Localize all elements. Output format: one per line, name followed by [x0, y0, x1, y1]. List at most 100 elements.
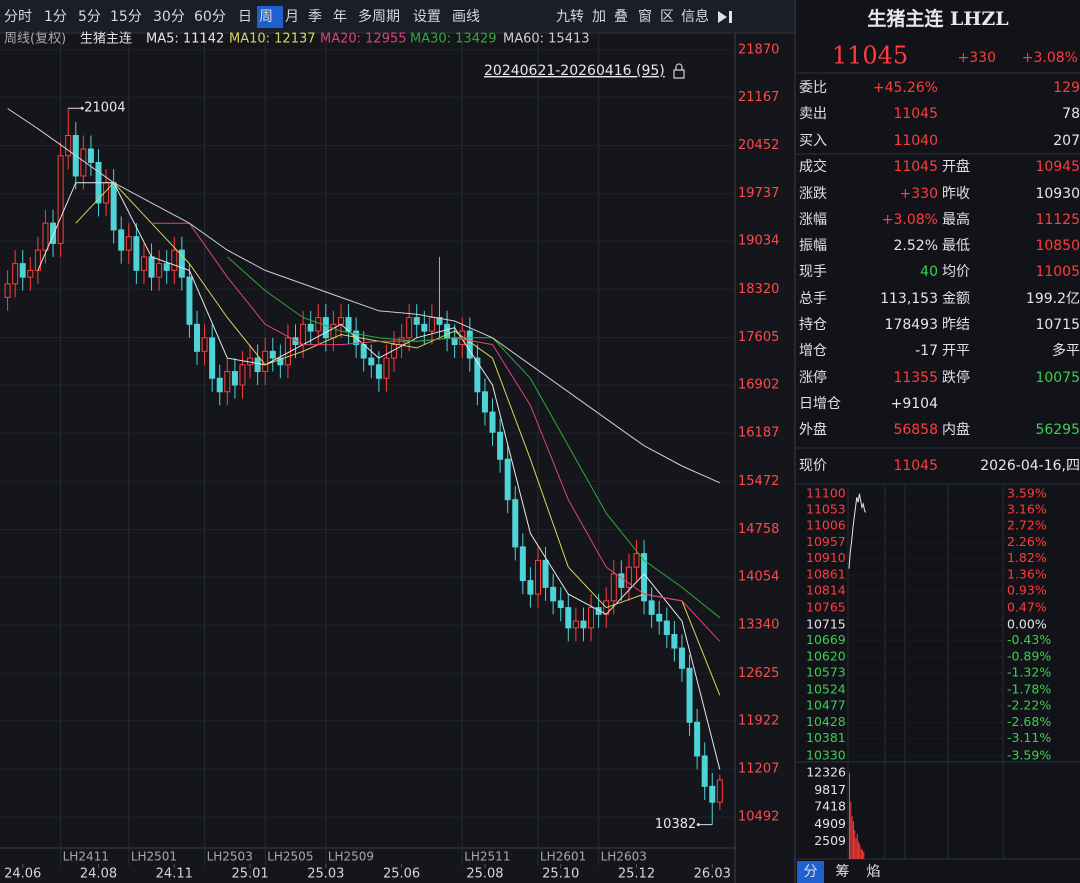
quote-title: 生猪主连 LHZL: [867, 7, 1008, 30]
quote-value: 178493: [885, 317, 938, 333]
candle-body: [709, 785, 716, 803]
quote-value: 11005: [1035, 264, 1080, 280]
toolbar-button[interactable]: 设置: [413, 9, 441, 25]
contract-label: LH2503: [207, 850, 253, 864]
arrow-icon[interactable]: [718, 11, 732, 23]
annotation-dot: [80, 106, 84, 110]
candle-body: [277, 357, 284, 366]
candle-body: [421, 323, 428, 332]
toolbar-button[interactable]: 月: [285, 9, 299, 25]
lock-icon[interactable]: [673, 63, 685, 79]
toolbar-button[interactable]: 1分: [44, 9, 67, 25]
x-tick-label: 24.06: [4, 867, 41, 882]
toolbar-button[interactable]: 九转: [556, 9, 584, 25]
toolbar-button[interactable]: 区: [660, 9, 674, 25]
toolbar-button[interactable]: 加: [592, 9, 606, 25]
candle-body: [580, 620, 587, 629]
toolbar-button[interactable]: 季: [308, 9, 322, 25]
candle-body: [42, 222, 49, 251]
quote-value: 10930: [1035, 186, 1080, 202]
x-tick-label: 25.10: [542, 867, 579, 882]
candle-body: [224, 371, 231, 393]
annotation-label: 21004: [84, 101, 125, 116]
quote-value: 11355: [893, 370, 938, 386]
contract-label: LH2601: [540, 850, 586, 864]
toolbar-button[interactable]: 分时: [4, 9, 32, 25]
mini-price-label: 10669: [806, 632, 846, 647]
candle-body: [474, 357, 481, 393]
price-change-pct: +3.08%: [1022, 50, 1078, 66]
quote-value: 11045: [893, 458, 938, 474]
candle-body: [292, 337, 299, 346]
range-label[interactable]: 20240621-20260416 (95): [484, 63, 665, 79]
candle-body: [216, 377, 223, 393]
annotation-label: 10382: [655, 817, 696, 832]
legend-entry: MA10: 12137: [229, 32, 316, 47]
candle-body: [87, 148, 94, 163]
y-tick-label: 19737: [738, 186, 779, 201]
mini-price-label: 10428: [806, 714, 846, 729]
quote-label: 涨停: [799, 369, 827, 386]
quote-label: 成交: [799, 158, 827, 175]
candle-body: [451, 337, 458, 346]
quote-value: 2.52%: [894, 238, 938, 254]
ma-line: [7, 108, 721, 484]
candle-body: [4, 283, 11, 298]
price-change: +330: [958, 50, 996, 66]
contract-label: LH2411: [63, 850, 109, 864]
candle-body: [481, 391, 488, 413]
quote-value: 78: [1062, 106, 1080, 122]
bottom-tab[interactable]: 分: [804, 864, 818, 880]
candle-body: [428, 317, 435, 332]
toolbar-button[interactable]: 画线: [452, 9, 480, 25]
candle-body: [557, 600, 564, 609]
volume-tick-label: 2509: [814, 833, 846, 848]
y-tick-label: 11207: [738, 761, 779, 776]
mini-pct-label: 3.59%: [1007, 485, 1047, 500]
period-label: 周线(复权): [4, 31, 66, 47]
quote-label: 涨跌: [799, 186, 827, 202]
toolbar-button[interactable]: 60分: [194, 9, 226, 25]
toolbar-button[interactable]: 日: [238, 9, 252, 25]
candle-body: [663, 620, 670, 636]
toolbar-button[interactable]: 窗: [638, 8, 652, 25]
mini-pct-label: 1.82%: [1007, 550, 1047, 565]
x-tick-label: 25.03: [307, 867, 344, 882]
quote-value: +45.26%: [873, 80, 938, 96]
toolbar-button[interactable]: 15分: [110, 9, 142, 25]
toolbar-button[interactable]: 信息: [681, 8, 709, 25]
bottom-tab[interactable]: 筹: [836, 863, 850, 880]
bottom-tab[interactable]: 焰: [867, 864, 881, 880]
toolbar-button[interactable]: 叠: [614, 9, 628, 25]
mini-pct-label: 2.26%: [1007, 534, 1047, 549]
toolbar-button[interactable]: 年: [333, 9, 347, 25]
mini-price-label: 11053: [806, 501, 846, 516]
quote-label: 最高: [942, 211, 970, 228]
volume-bar: [850, 801, 852, 859]
toolbar-button[interactable]: 周: [259, 9, 273, 25]
y-tick-label: 16902: [738, 377, 779, 392]
candle-body: [140, 256, 147, 271]
exit-icon[interactable]: [718, 11, 732, 23]
quote-label: 昨结: [942, 317, 970, 333]
candle-body: [186, 276, 193, 325]
symbol-label: 生猪主连: [80, 31, 132, 47]
candle-body: [262, 350, 269, 373]
toolbar-button[interactable]: 多周期: [358, 8, 400, 25]
candle-body: [269, 350, 276, 359]
candle-body: [239, 364, 246, 386]
quote-label: 外盘: [799, 421, 827, 438]
y-tick-label: 11922: [738, 713, 779, 728]
toolbar-button[interactable]: 30分: [153, 9, 185, 25]
toolbar-button[interactable]: 5分: [78, 9, 101, 25]
candle-body: [57, 155, 64, 244]
quote-value: 40: [920, 264, 938, 280]
quote-label: 卖出: [799, 106, 827, 122]
quote-value: 11045: [893, 106, 938, 122]
candle-body: [231, 371, 238, 386]
quote-value: 2026-04-16,四: [980, 458, 1080, 474]
quote-label: 跌停: [942, 369, 970, 386]
mini-pct-label: 1.36%: [1007, 567, 1047, 582]
candle-body: [110, 182, 117, 231]
quote-label: 均价: [942, 264, 970, 280]
